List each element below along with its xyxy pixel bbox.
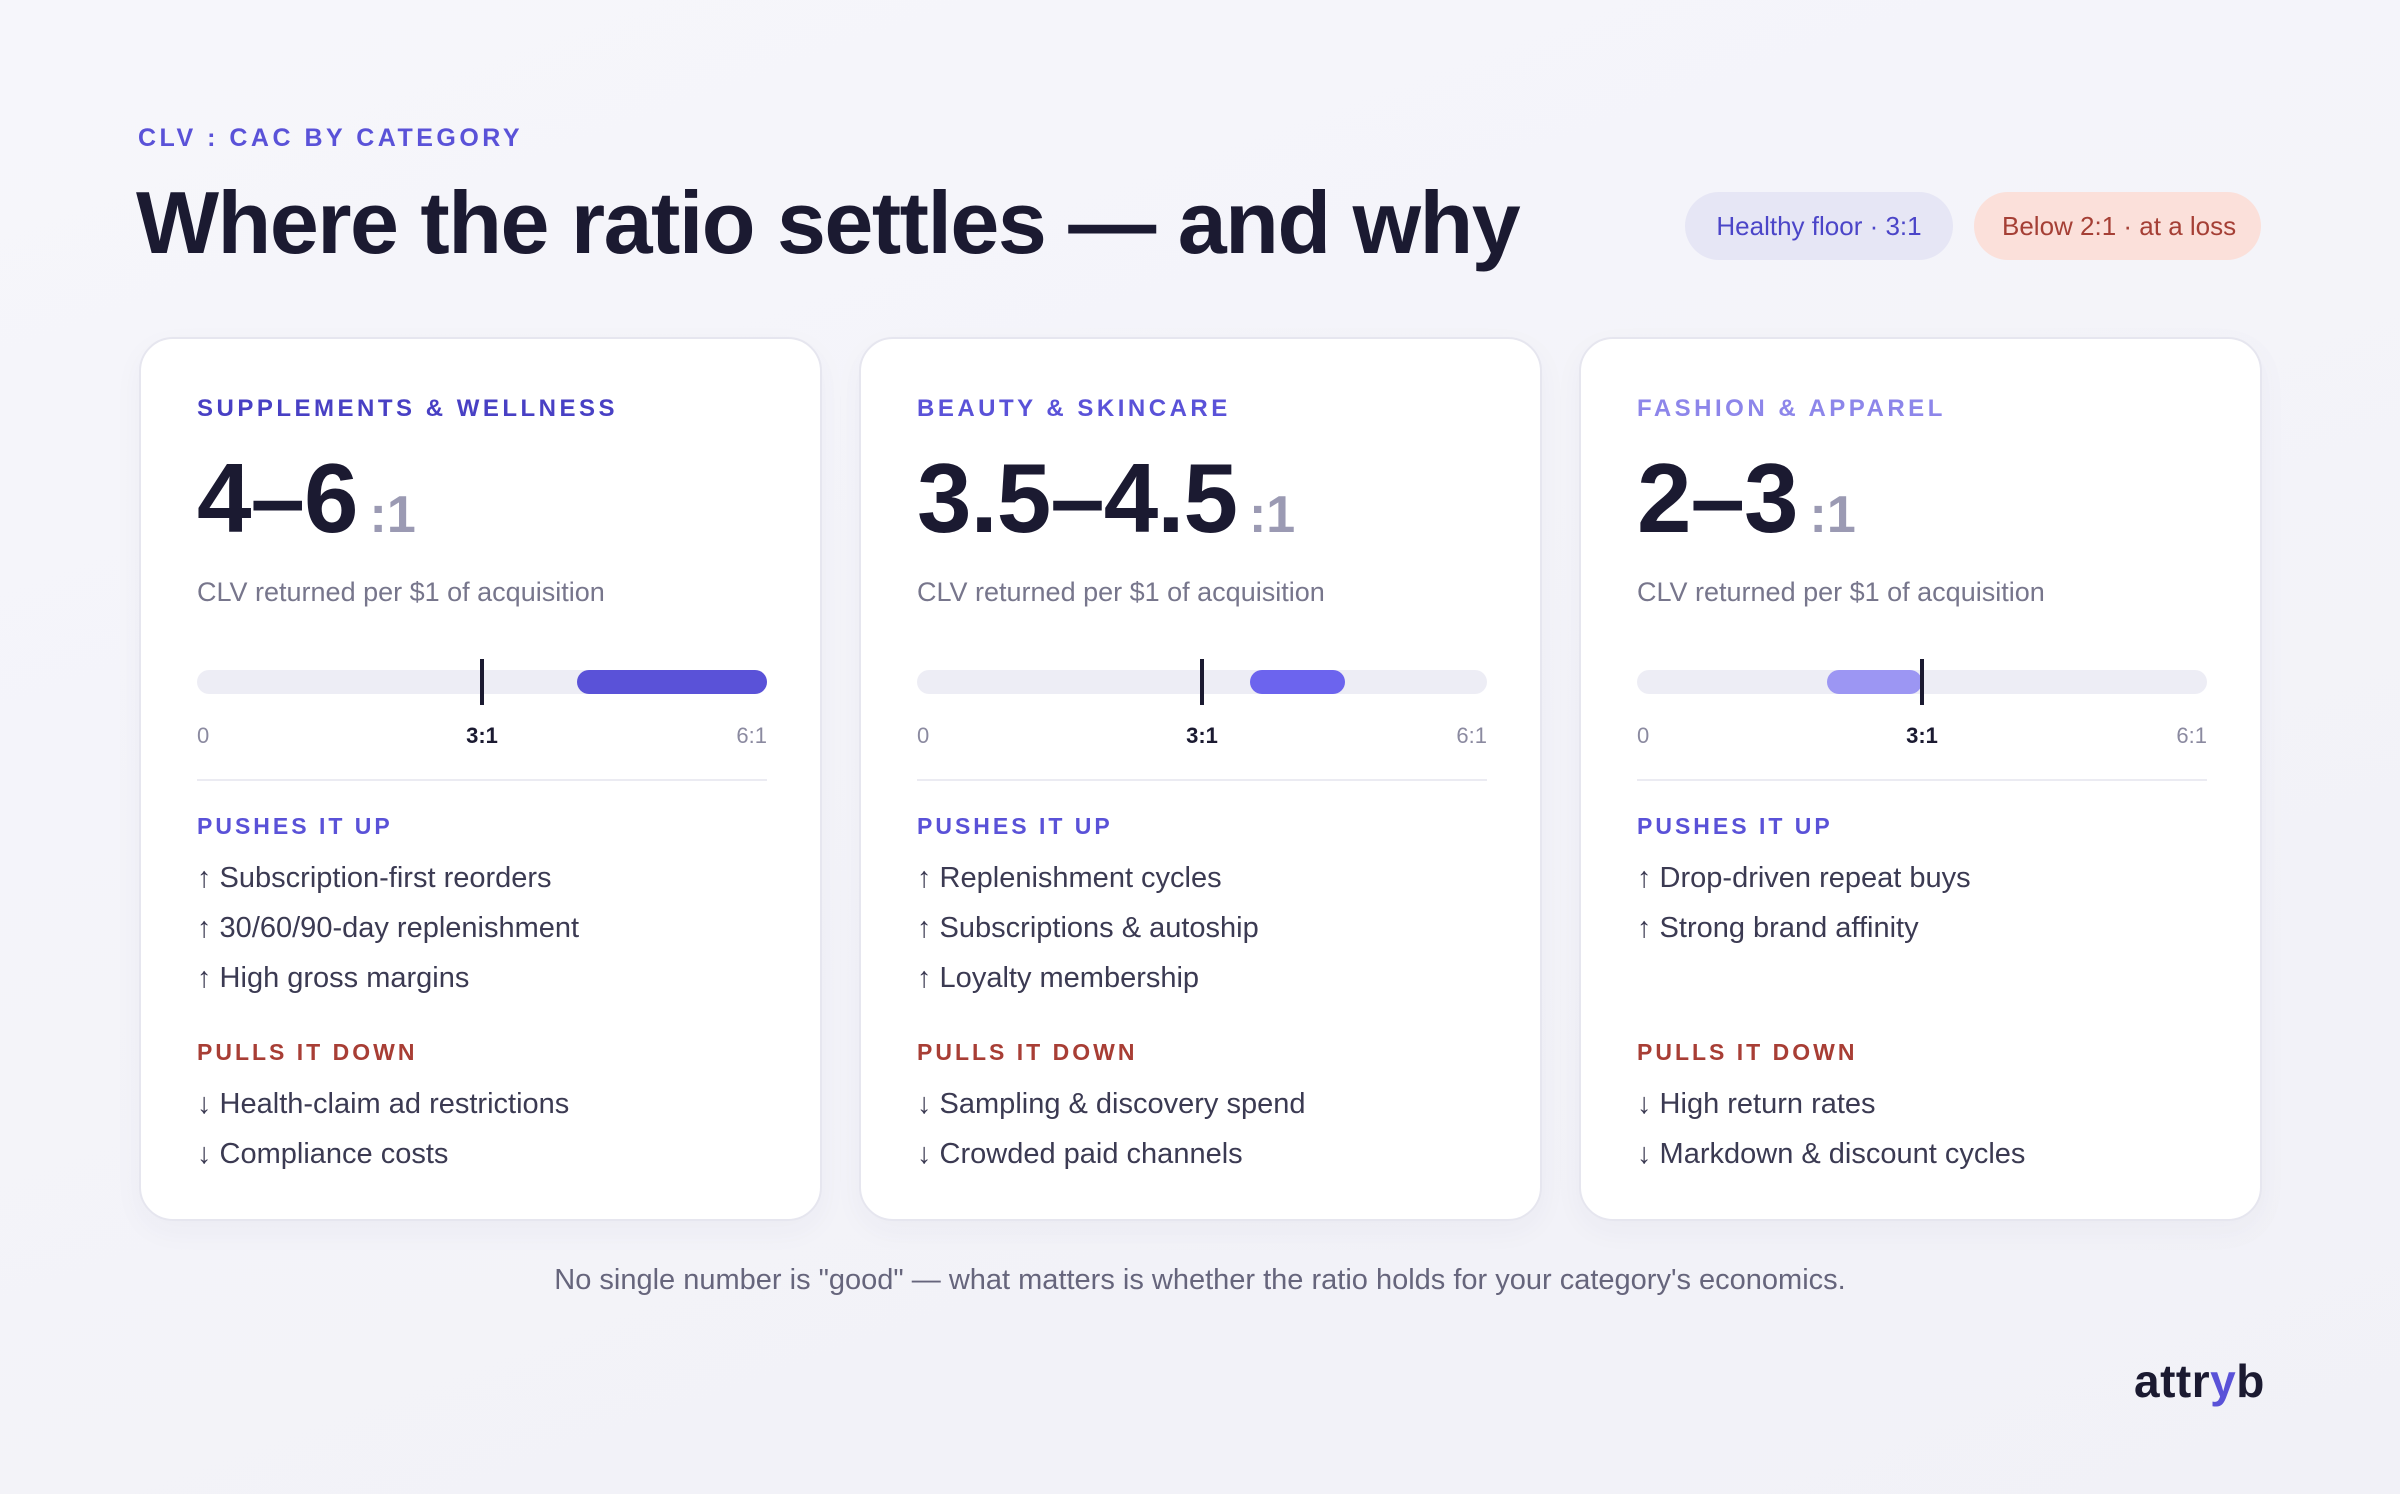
- scale-tick-max: 6:1: [736, 723, 767, 748]
- list-item: ↑ High gross margins: [197, 962, 470, 994]
- pulls-down-list: ↓ High return rates ↓ Markdown & discoun…: [1637, 1079, 2025, 1179]
- scale-tick-min: 0: [197, 723, 210, 748]
- category-card-beauty: BEAUTY & SKINCARE 3.5–4.5 :1 CLV returne…: [859, 337, 1542, 1221]
- ratio-scale: [1637, 655, 2207, 705]
- ratio-subtext: CLV returned per $1 of acquisition: [1637, 577, 2045, 607]
- pushes-up-list: ↑ Subscription-first reorders ↑ 30/60/90…: [197, 853, 579, 1003]
- divider: [1637, 779, 2207, 781]
- category-label: FASHION & APPAREL: [1637, 395, 1946, 422]
- ratio-unit: :1: [1809, 486, 1856, 544]
- ratio-subtext: CLV returned per $1 of acquisition: [197, 577, 605, 607]
- pushes-up-list: ↑ Replenishment cycles ↑ Subscriptions &…: [917, 853, 1259, 1003]
- ratio-number: 3.5–4.5: [917, 443, 1238, 553]
- ratio-range-bar: [577, 670, 767, 694]
- brand-text-start: attr: [2134, 1355, 2211, 1407]
- category-label: SUPPLEMENTS & WELLNESS: [197, 395, 619, 422]
- category-label: BEAUTY & SKINCARE: [917, 395, 1231, 422]
- pushes-up-list: ↑ Drop-driven repeat buys ↑ Strong brand…: [1637, 853, 1971, 953]
- pulls-down-label: PULLS IT DOWN: [1637, 1039, 1858, 1065]
- category-card-fashion: FASHION & APPAREL 2–3 :1 CLV returned pe…: [1579, 337, 2262, 1221]
- list-item: ↑ Replenishment cycles: [917, 862, 1222, 894]
- pushes-up-label: PUSHES IT UP: [917, 813, 1113, 839]
- list-item: ↓ High return rates: [1637, 1088, 1876, 1120]
- brand-logo: attryb: [2134, 1354, 2265, 1408]
- scale-tick-mid: 3:1: [1906, 723, 1938, 748]
- brand-text-end: b: [2236, 1355, 2265, 1407]
- ratio-value: 2–3 :1: [1637, 449, 1856, 547]
- list-item: ↑ Subscription-first reorders: [197, 862, 552, 894]
- scale-tick-max: 6:1: [2176, 723, 2207, 748]
- list-item: ↑ Strong brand affinity: [1637, 912, 1919, 944]
- footer-note: No single number is "good" — what matter…: [554, 1264, 1846, 1296]
- list-item: ↓ Compliance costs: [197, 1138, 449, 1170]
- healthy-floor-marker: [480, 659, 484, 705]
- eyebrow: CLV : CAC BY CATEGORY: [138, 124, 524, 152]
- healthy-floor-pill: Healthy floor · 3:1: [1685, 192, 1953, 260]
- page-title: Where the ratio settles — and why: [136, 173, 1521, 272]
- pulls-down-list: ↓ Sampling & discovery spend ↓ Crowded p…: [917, 1079, 1305, 1179]
- pulls-down-list: ↓ Health-claim ad restrictions ↓ Complia…: [197, 1079, 569, 1179]
- list-item: ↑ Subscriptions & autoship: [917, 912, 1259, 944]
- ratio-number: 4–6: [197, 443, 359, 553]
- divider: [917, 779, 1487, 781]
- pulls-down-label: PULLS IT DOWN: [917, 1039, 1138, 1065]
- category-card-supplements: SUPPLEMENTS & WELLNESS 4–6 :1 CLV return…: [139, 337, 822, 1221]
- list-item: ↓ Crowded paid channels: [917, 1138, 1243, 1170]
- list-item: ↑ Drop-driven repeat buys: [1637, 862, 1971, 894]
- scale-tick-mid: 3:1: [466, 723, 498, 748]
- healthy-floor-marker: [1920, 659, 1924, 705]
- divider: [197, 779, 767, 781]
- ratio-value: 4–6 :1: [197, 449, 416, 547]
- ratio-scale: [197, 655, 767, 705]
- pushes-up-label: PUSHES IT UP: [1637, 813, 1833, 839]
- ratio-unit: :1: [369, 486, 416, 544]
- ratio-range-bar: [1249, 670, 1345, 694]
- list-item: ↓ Sampling & discovery spend: [917, 1088, 1306, 1120]
- brand-text-accent: y: [2210, 1355, 2237, 1407]
- list-item: ↑ 30/60/90-day replenishment: [197, 912, 580, 944]
- pulls-down-label: PULLS IT DOWN: [197, 1039, 418, 1065]
- healthy-floor-marker: [1200, 659, 1204, 705]
- ratio-value: 3.5–4.5 :1: [917, 449, 1295, 547]
- list-item: ↓ Markdown & discount cycles: [1637, 1138, 2026, 1170]
- ratio-range-bar: [1827, 670, 1922, 694]
- ratio-unit: :1: [1248, 486, 1296, 544]
- ratio-subtext: CLV returned per $1 of acquisition: [917, 577, 1325, 607]
- ratio-number: 2–3: [1637, 443, 1799, 553]
- ratio-scale: [917, 655, 1487, 705]
- scale-tick-min: 0: [1637, 723, 1650, 748]
- list-item: ↓ Health-claim ad restrictions: [197, 1088, 570, 1120]
- pushes-up-label: PUSHES IT UP: [197, 813, 393, 839]
- scale-tick-mid: 3:1: [1186, 723, 1218, 748]
- loss-pill: Below 2:1 · at a loss: [1974, 192, 2261, 260]
- list-item: ↑ Loyalty membership: [917, 962, 1200, 994]
- scale-tick-max: 6:1: [1456, 723, 1487, 748]
- scale-tick-min: 0: [917, 723, 930, 748]
